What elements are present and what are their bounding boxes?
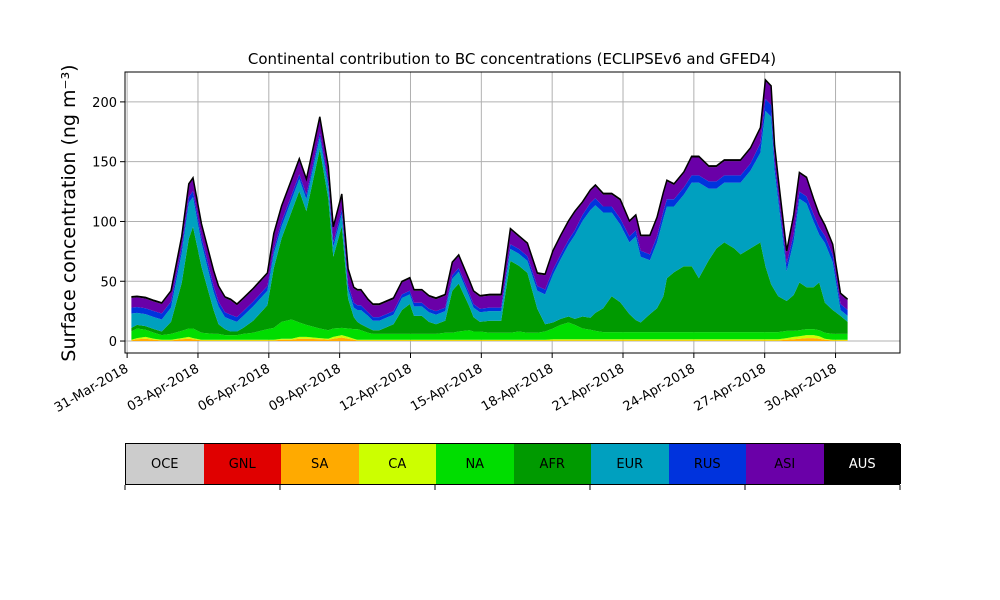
y-tick-label: 0 (109, 335, 117, 350)
colorbar-cell-asi: ASI (746, 444, 824, 484)
stacked-area-layer (131, 79, 848, 341)
y-axis-ticks: 0 50 100 150 200 (92, 96, 125, 350)
y-tick-label: 200 (92, 96, 117, 111)
area-series-sa (131, 337, 848, 341)
colorbar-cell-oce: OCE (126, 444, 204, 484)
colorbar-cell-ca: CA (358, 444, 436, 484)
colorbar-legend: OCE GNL SA CA NA AFR EUR RUS ASI AUS (125, 443, 901, 485)
colorbar-cell-aus: AUS (823, 444, 901, 484)
colorbar-cell-sa: SA (281, 444, 359, 484)
y-tick-label: 100 (92, 215, 117, 230)
colorbar-cell-afr: AFR (513, 444, 591, 484)
area-series-ca (131, 335, 848, 341)
plot-frame (124, 71, 901, 354)
colorbar-cell-eur: EUR (591, 444, 669, 484)
y-tick-label: 150 (92, 156, 117, 171)
y-tick-label: 50 (100, 275, 117, 290)
chart-title: Continental contribution to BC concentra… (248, 50, 776, 68)
colorbar-cell-gnl: GNL (203, 444, 281, 484)
total-outline-layer (131, 78, 849, 305)
colorbar-cell-na: NA (436, 444, 514, 484)
area-series-na (131, 319, 848, 340)
y-axis-label: Surface concentration (ng m⁻³) (58, 64, 80, 361)
total-outline (131, 78, 849, 305)
colorbar-cell-rus: RUS (668, 444, 746, 484)
area-series-eur (131, 110, 848, 332)
area-series-afr (131, 149, 848, 336)
